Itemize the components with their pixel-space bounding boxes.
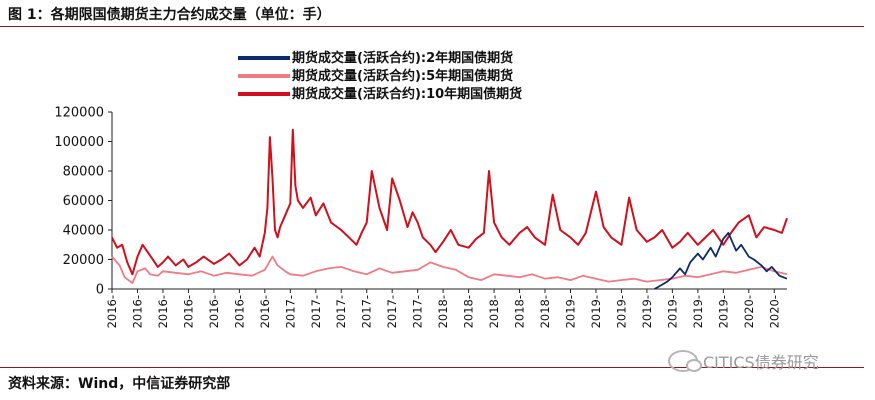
y-tick-label: 0 <box>96 283 104 298</box>
y-axis: 0 20000 40000 60000 80000 100000 120000 <box>54 106 113 298</box>
chart: 期货成交量(活跃合约):2年期国债期货 期货成交量(活跃合约):5年期国债期货 … <box>54 50 788 328</box>
x-tick-label: 2017- <box>385 295 399 328</box>
page-title: 图 1：各期限国债期货主力合约成交量（单位：手） <box>8 7 331 23</box>
x-tick-label: 2018- <box>462 295 476 328</box>
x-tick-label: 2016- <box>105 295 119 328</box>
y-tick-label: 100000 <box>54 135 104 150</box>
x-tick-label: 2019- <box>640 295 654 328</box>
title-divider <box>0 26 864 27</box>
x-tick-label: 2017- <box>334 295 348 328</box>
x-tick-label: 2016- <box>156 295 170 328</box>
x-tick-label: 2018- <box>436 295 450 328</box>
y-tick-label: 40000 <box>63 224 104 239</box>
x-tick-label: 2018- <box>513 295 527 328</box>
x-tick-label: 2019- <box>614 295 628 328</box>
legend-label-10y: 期货成交量(活跃合约):10年期国债期货 <box>292 86 522 102</box>
x-tick-label: 2019- <box>589 295 603 328</box>
x-tick-label: 2017- <box>360 295 374 328</box>
x-tick-label: 2018- <box>538 295 552 328</box>
x-tick-label: 2019- <box>665 295 679 328</box>
y-tick-label: 120000 <box>54 106 104 121</box>
x-tick-label: 2017- <box>411 295 425 328</box>
x-tick-label: 2017- <box>309 295 323 328</box>
x-tick-label: 2016- <box>207 295 221 328</box>
x-tick-label: 2017- <box>283 295 297 328</box>
watermark-text: CITICS债券研究 <box>703 353 819 372</box>
x-tick-label: 2019- <box>563 295 577 328</box>
y-tick-label: 60000 <box>63 194 104 209</box>
x-tick-label: 2016- <box>130 295 144 328</box>
footer-divider <box>0 367 864 368</box>
x-tick-label: 2019- <box>691 295 705 328</box>
x-axis: 2016- 2016- 2016- 2016- 2016- 2016- 2016- 2017-… <box>105 288 787 328</box>
plot-area <box>111 128 788 290</box>
x-tick-label: 2016- <box>181 295 195 328</box>
wechat-icon <box>668 350 702 372</box>
x-tick-label: 2019- <box>716 295 730 328</box>
x-tick-label: 2020- <box>767 295 781 328</box>
legend-label-2y: 期货成交量(活跃合约):2年期国债期货 <box>292 50 513 66</box>
watermark: CITICS债券研究 <box>668 349 819 373</box>
series-5y-line <box>111 255 788 285</box>
series-10y-line <box>111 128 788 276</box>
source-note: 资料来源：Wind，中信证券研究部 <box>8 376 231 392</box>
x-tick-label: 2020- <box>742 295 756 328</box>
y-tick-label: 80000 <box>63 165 104 180</box>
legend: 期货成交量(活跃合约):2年期国债期货 期货成交量(活跃合约):5年期国债期货 … <box>238 50 522 102</box>
x-tick-label: 2016- <box>258 295 272 328</box>
series-2y-line <box>654 231 788 290</box>
x-tick-label: 2016- <box>232 295 246 328</box>
y-tick-label: 20000 <box>63 253 104 268</box>
legend-label-5y: 期货成交量(活跃合约):5年期国债期货 <box>292 68 513 84</box>
x-tick-label: 2018- <box>487 295 501 328</box>
